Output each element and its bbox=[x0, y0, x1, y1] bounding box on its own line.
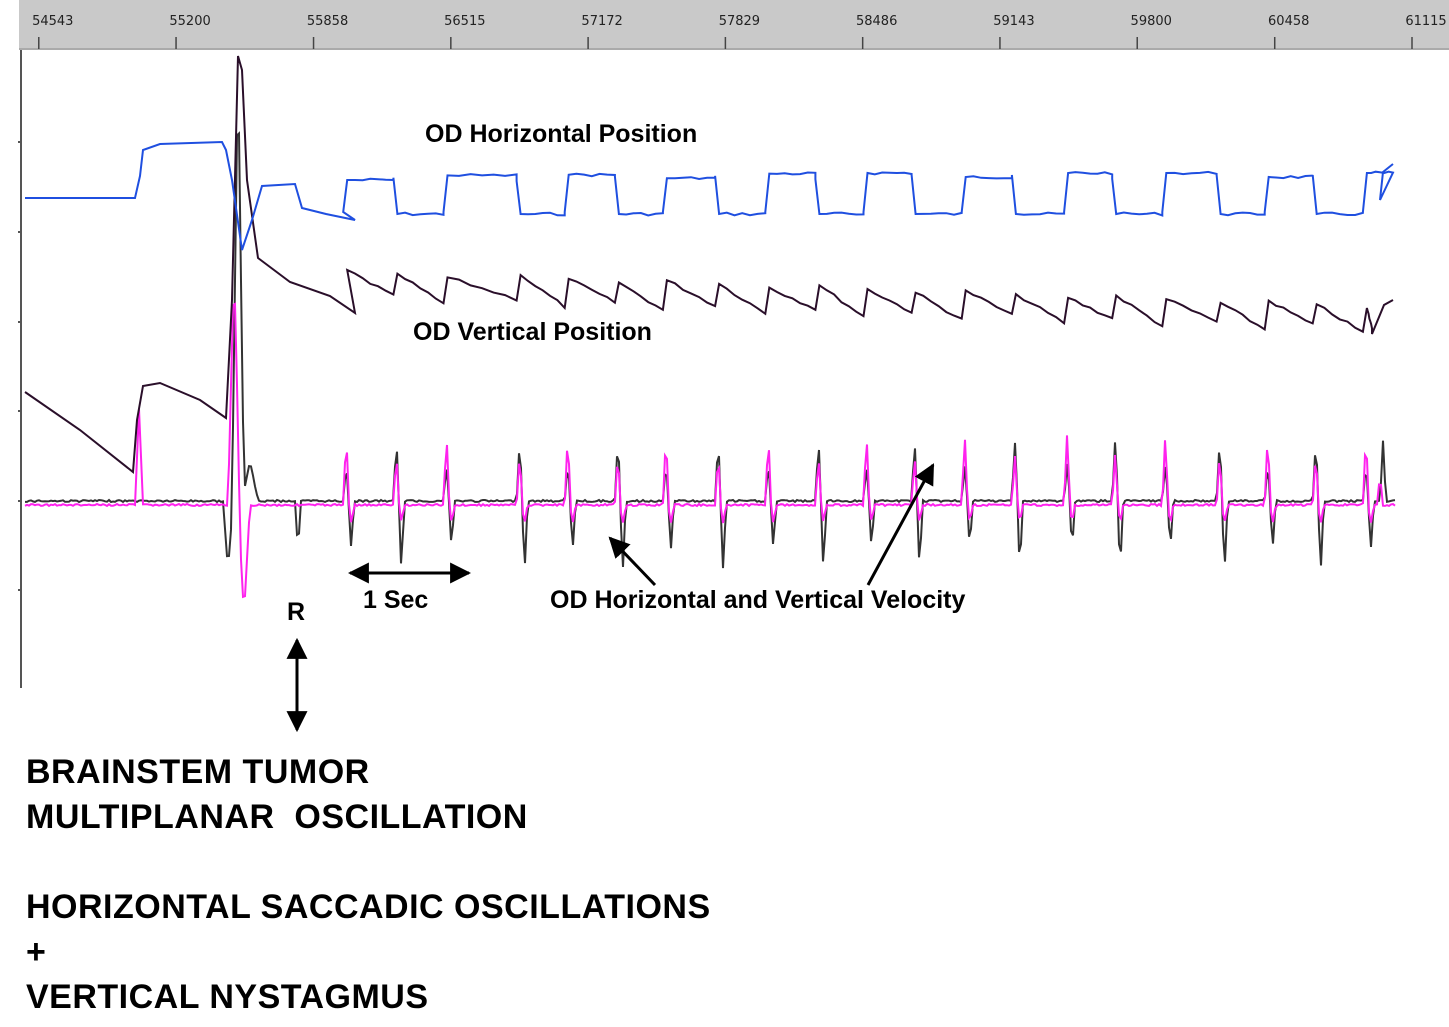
caption-spacer bbox=[26, 840, 711, 885]
x-tick-label: 58486 bbox=[856, 14, 897, 29]
x-tick-label: 61115 bbox=[1405, 14, 1446, 29]
y-axis-ticks bbox=[18, 141, 22, 591]
marker-label-r: R bbox=[287, 598, 305, 626]
caption-line-1: BRAINSTEM TUMOR bbox=[26, 753, 370, 791]
x-tick-label: 56515 bbox=[444, 14, 485, 29]
x-tick-label: 57172 bbox=[581, 14, 622, 29]
x-tick-label: 55200 bbox=[169, 14, 210, 29]
velocity-arrow-left bbox=[608, 536, 657, 587]
horizontal-position-label: OD Horizontal Position bbox=[425, 120, 697, 148]
x-tick-label: 55858 bbox=[307, 14, 348, 29]
caption-line-4: + bbox=[26, 933, 47, 971]
x-tick-label: 59800 bbox=[1131, 14, 1172, 29]
caption-line-5: VERTICAL NYSTAGMUS bbox=[26, 978, 429, 1016]
time-scale-label: 1 Sec bbox=[363, 586, 428, 614]
x-tick-label: 54543 bbox=[32, 14, 73, 29]
x-tick-label: 59143 bbox=[993, 14, 1034, 29]
horizontal-position-trace bbox=[25, 140, 1395, 251]
velocity-trace-vertical bbox=[24, 302, 1396, 599]
vertical-position-label: OD Vertical Position bbox=[413, 318, 652, 346]
vertical-position-trace bbox=[24, 55, 1394, 474]
x-tick-label: 57829 bbox=[719, 14, 760, 29]
x-axis-bar bbox=[19, 0, 1449, 50]
caption-block: BRAINSTEM TUMOR MULTIPLANAR OSCILLATION … bbox=[26, 750, 711, 1020]
x-tick-label: 60458 bbox=[1268, 14, 1309, 29]
velocity-label: OD Horizontal and Vertical Velocity bbox=[550, 586, 965, 614]
velocity-trace-horizontal bbox=[25, 131, 1396, 569]
x-axis-ticks: 54543 55200 55858 56515 57172 57829 58486 59143… bbox=[32, 14, 1447, 49]
caption-line-3: HORIZONTAL SACCADIC OSCILLATIONS bbox=[26, 888, 711, 926]
caption-line-2: MULTIPLANAR OSCILLATION bbox=[26, 798, 528, 836]
velocity-arrow-right bbox=[866, 463, 935, 586]
